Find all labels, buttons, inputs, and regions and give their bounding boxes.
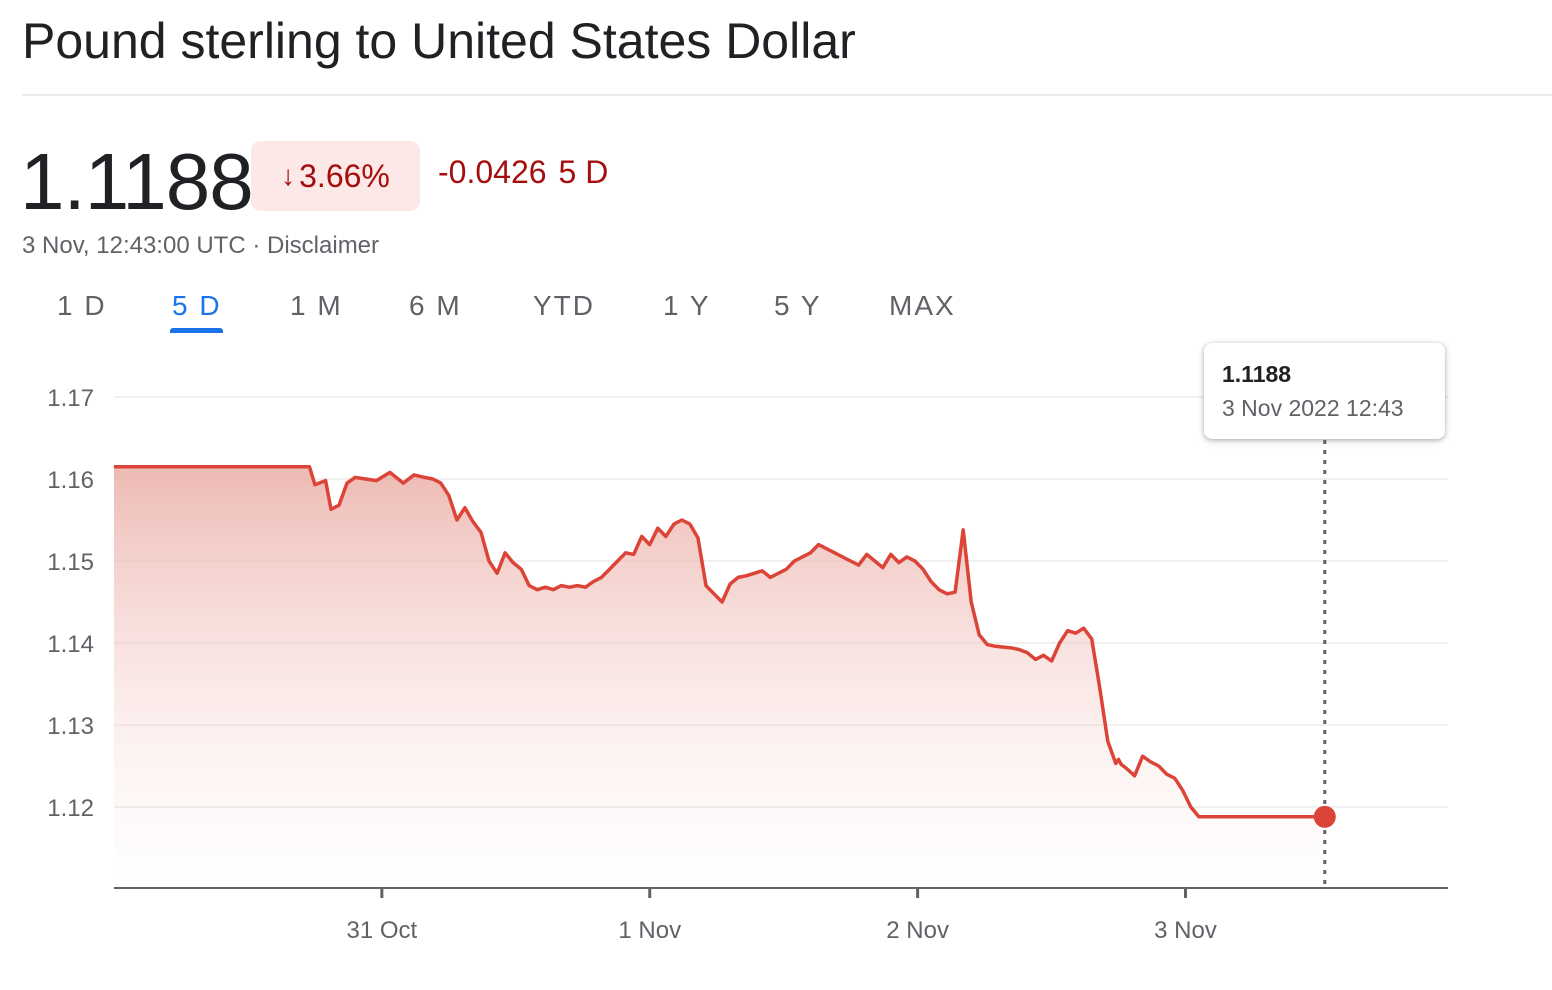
- chart-tooltip: 1.1188 3 Nov 2022 12:43: [1204, 343, 1445, 439]
- price-chart[interactable]: 1.12 1.13 1.14 1.15 1.16 1.17 31 Oct 1 Nov 2 No…: [0, 340, 1552, 990]
- tab-1y[interactable]: 1 Y: [663, 290, 711, 321]
- current-point-marker: [1313, 805, 1336, 828]
- y-axis-labels: 1.12 1.13 1.14 1.15 1.16 1.17: [47, 385, 94, 822]
- change-value: -0.0426 5 D: [438, 154, 608, 191]
- x-tick-label: 3 Nov: [1154, 917, 1217, 944]
- active-tab-indicator: [170, 328, 223, 333]
- page-title: Pound sterling to United States Dollar: [22, 13, 856, 69]
- y-tick-label: 1.16: [47, 467, 94, 494]
- change-amount: -0.0426: [438, 154, 547, 190]
- x-tick-label: 1 Nov: [618, 917, 681, 944]
- quote-timestamp: 3 Nov, 12:43:00 UTC: [22, 232, 246, 259]
- change-percent-badge: ↓ 3.66%: [251, 141, 420, 211]
- header-divider: [22, 94, 1552, 96]
- tab-1d[interactable]: 1 D: [57, 290, 107, 321]
- y-tick-label: 1.13: [47, 713, 94, 740]
- y-tick-label: 1.12: [47, 795, 94, 822]
- tooltip-value: 1.1188: [1222, 361, 1292, 387]
- change-percent-value: 3.66%: [299, 157, 390, 194]
- change-period: 5 D: [558, 154, 609, 190]
- price-area: [114, 466, 1325, 888]
- tab-5d[interactable]: 5 D: [172, 290, 222, 321]
- tab-1m[interactable]: 1 M: [290, 290, 343, 321]
- meta-separator: ·: [252, 232, 261, 259]
- current-price: 1.1188: [20, 137, 254, 226]
- down-arrow-icon: ↓: [281, 160, 296, 191]
- disclaimer-link[interactable]: Disclaimer: [267, 232, 380, 259]
- tab-ytd[interactable]: YTD: [533, 290, 595, 321]
- x-tick-label: 31 Oct: [347, 917, 418, 944]
- tooltip-time: 3 Nov 2022 12:43: [1222, 395, 1404, 421]
- price-line: [114, 464, 1325, 819]
- tab-5y[interactable]: 5 Y: [774, 290, 822, 321]
- y-tick-label: 1.15: [47, 549, 94, 576]
- tab-6m[interactable]: 6 M: [409, 290, 462, 321]
- x-tick-label: 2 Nov: [886, 917, 949, 944]
- tab-max[interactable]: MAX: [889, 290, 956, 321]
- y-tick-label: 1.17: [47, 385, 94, 412]
- quote-meta: 3 Nov, 12:43:00 UTC · Disclaimer: [22, 232, 379, 260]
- x-axis-labels: 31 Oct 1 Nov 2 Nov 3 Nov: [347, 888, 1217, 944]
- y-tick-label: 1.14: [47, 631, 94, 658]
